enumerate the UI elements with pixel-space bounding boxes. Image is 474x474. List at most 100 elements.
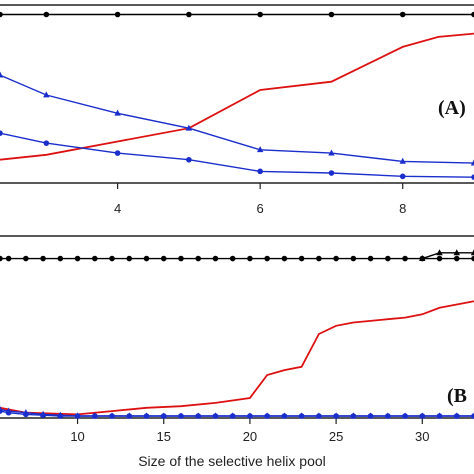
panel-b: 10 15 20 25 30 (B [0, 235, 474, 444]
data-point [471, 174, 474, 180]
data-point [298, 413, 305, 419]
data-point [229, 255, 236, 262]
data-point [57, 255, 64, 262]
x-axis-title: Size of the selective helix pool [138, 453, 326, 469]
data-point [419, 254, 426, 261]
data-point [328, 11, 335, 18]
data-point [328, 170, 335, 176]
data-point [57, 413, 64, 419]
data-point [316, 255, 322, 262]
data-point [453, 255, 460, 262]
data-point [471, 255, 474, 262]
data-point [23, 255, 29, 262]
data-point [212, 413, 219, 419]
data-point [281, 255, 288, 262]
data-point [109, 255, 115, 262]
panel-b-label: (B [447, 385, 467, 407]
data-point [471, 11, 474, 18]
data-point [195, 413, 202, 419]
data-point [212, 255, 219, 262]
data-point [436, 249, 443, 256]
data-point [367, 413, 374, 419]
data-point [114, 150, 121, 156]
data-point [5, 255, 12, 262]
data-point [399, 173, 406, 180]
data-point [23, 411, 29, 418]
x-tick-label: 30 [415, 429, 429, 444]
panel-b-series [0, 249, 474, 419]
data-point [470, 249, 474, 256]
data-point [74, 413, 81, 419]
data-point [43, 91, 50, 98]
data-point [470, 159, 474, 166]
data-point [143, 255, 150, 262]
data-point [350, 413, 357, 419]
data-point [333, 413, 339, 419]
panel-a-label: (A) [438, 97, 466, 119]
data-point [402, 255, 408, 262]
data-point [350, 255, 357, 262]
x-tick-label: 25 [329, 429, 343, 444]
panel-b-x-ticks: 10 15 20 25 30 [70, 418, 430, 444]
data-point [281, 413, 288, 419]
series-line-2 [422, 252, 474, 260]
data-point [186, 11, 192, 18]
data-point [256, 146, 264, 153]
data-point [333, 255, 339, 262]
data-point [298, 255, 305, 262]
data-point [0, 11, 3, 18]
x-tick-label: 10 [70, 429, 84, 444]
data-point [178, 255, 184, 262]
data-point [160, 255, 167, 262]
data-point [0, 255, 3, 262]
data-point [186, 156, 192, 163]
data-point [257, 11, 263, 18]
data-point [160, 413, 167, 419]
series-line-2 [0, 32, 474, 161]
data-point [178, 413, 184, 419]
data-point [0, 408, 3, 414]
x-tick-label: 8 [399, 201, 406, 216]
x-tick-label: 4 [114, 201, 121, 216]
data-point [43, 11, 50, 18]
data-point [436, 255, 443, 262]
series-line-3 [0, 300, 474, 416]
data-point [74, 255, 81, 262]
data-point [399, 157, 406, 164]
x-tick-label: 15 [157, 429, 171, 444]
data-point [40, 412, 46, 418]
data-point [385, 255, 391, 262]
data-point [453, 413, 460, 419]
data-point [316, 413, 322, 419]
data-point [143, 413, 150, 419]
data-point [195, 255, 202, 262]
data-point [109, 413, 115, 419]
data-point [399, 11, 406, 18]
x-tick-label: 20 [243, 429, 257, 444]
data-point [92, 413, 98, 419]
data-point [5, 409, 12, 416]
data-point [419, 413, 426, 419]
series-line-4 [0, 132, 474, 178]
data-point [40, 255, 46, 262]
data-point [385, 413, 391, 419]
data-point [0, 130, 3, 136]
data-point [0, 71, 4, 78]
data-point [229, 413, 236, 419]
data-point [126, 255, 133, 262]
panel-a-x-ticks: 4 6 8 [114, 183, 406, 216]
panel-a: 4 6 8 (A) [0, 4, 474, 216]
data-point [367, 255, 374, 262]
panel-a-series [0, 11, 474, 180]
data-point [402, 413, 408, 419]
series-line-3 [0, 74, 474, 164]
data-point [264, 413, 270, 419]
x-tick-label: 6 [257, 201, 264, 216]
data-point [453, 249, 460, 256]
data-point [264, 255, 270, 262]
data-point [328, 149, 335, 156]
data-point [114, 109, 121, 116]
data-point [247, 413, 253, 419]
data-point [247, 255, 253, 262]
